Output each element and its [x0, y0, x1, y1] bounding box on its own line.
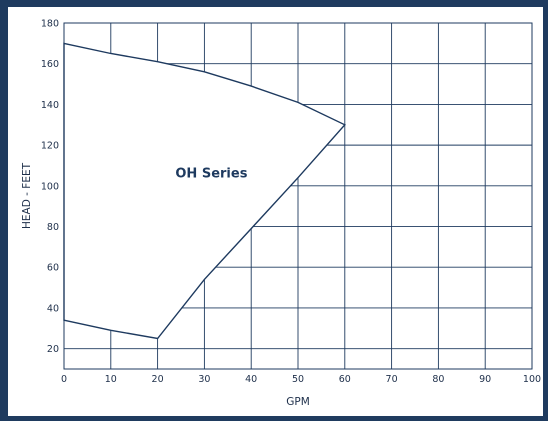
x-tick-label: 90 — [479, 374, 491, 385]
x-tick-labels: 0 10 20 30 40 50 60 70 80 90 100 — [61, 374, 541, 385]
performance-chart: 0 10 20 30 40 50 60 70 80 90 100 20 40 60 80 100 120 140… — [21, 19, 541, 409]
y-tick-label: 40 — [47, 303, 59, 314]
y-tick-label: 100 — [41, 181, 59, 192]
y-tick-label: 160 — [41, 59, 59, 70]
y-tick-label: 180 — [41, 19, 59, 30]
series-region — [63, 42, 346, 340]
series-annotation: OH Series — [175, 167, 247, 182]
x-tick-label: 80 — [432, 374, 444, 385]
y-axis-title: HEAD - FEET — [21, 162, 33, 229]
x-tick-label: 20 — [152, 374, 164, 385]
x-tick-label: 60 — [339, 374, 351, 385]
y-tick-label: 20 — [47, 344, 59, 355]
x-tick-label: 30 — [198, 374, 210, 385]
y-tick-label: 140 — [41, 100, 59, 111]
y-tick-label: 80 — [47, 222, 59, 233]
y-tick-label: 120 — [41, 141, 59, 152]
x-tick-label: 0 — [61, 374, 67, 385]
x-tick-label: 50 — [292, 374, 304, 385]
x-tick-label: 10 — [105, 374, 117, 385]
x-tick-label: 100 — [523, 374, 541, 385]
x-tick-label: 70 — [386, 374, 398, 385]
y-tick-label: 60 — [47, 263, 59, 274]
y-tick-labels: 20 40 60 80 100 120 140 160 180 — [41, 19, 59, 356]
series-area — [63, 42, 346, 340]
x-tick-label: 40 — [245, 374, 257, 385]
x-axis-title: GPM — [286, 396, 310, 408]
chart-frame: 0 10 20 30 40 50 60 70 80 90 100 20 40 60 80 100 120 140… — [8, 7, 543, 416]
